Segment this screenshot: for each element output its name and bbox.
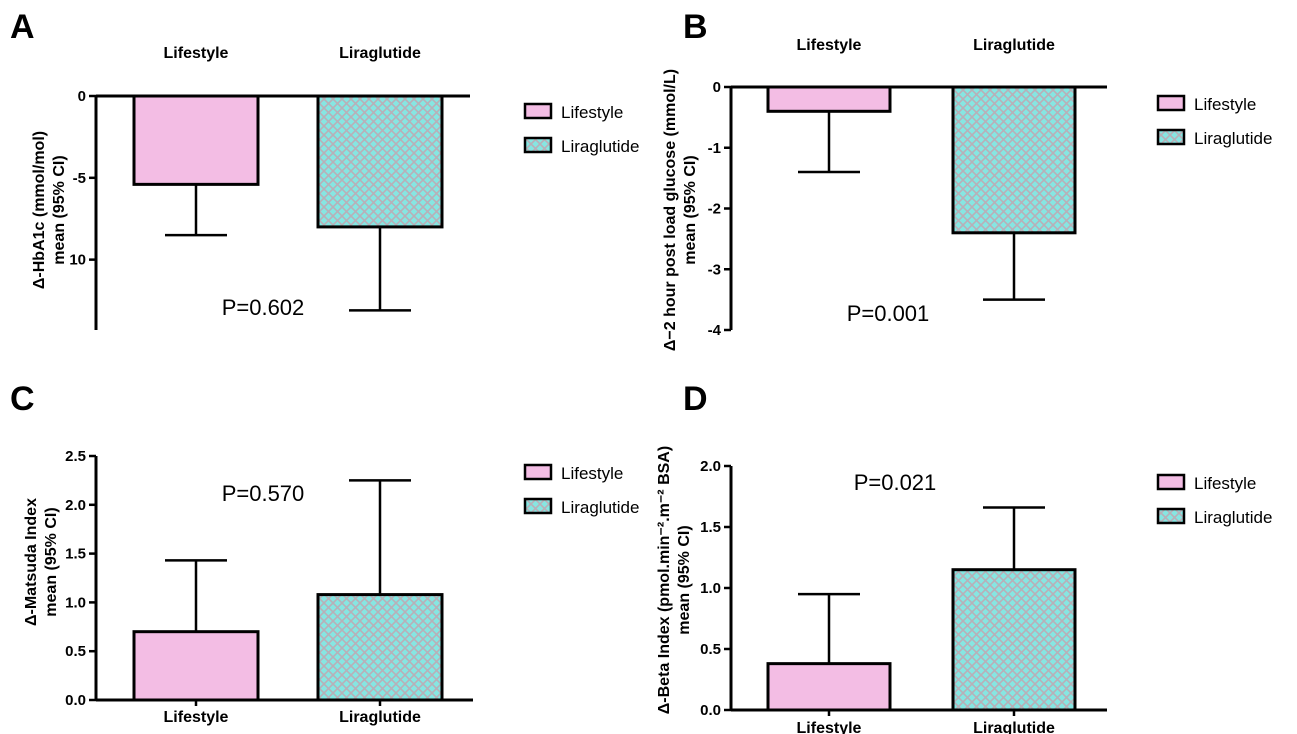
category-label: Lifestyle — [797, 720, 862, 734]
category-label: Liraglutide — [973, 720, 1055, 734]
panel-letter: B — [683, 8, 708, 46]
y-axis-label: Δ−2 hour post load glucose (mmol/L) mean … — [662, 69, 699, 351]
legend-swatch-lifestyle — [523, 102, 553, 120]
bar-lifestyle — [766, 85, 892, 113]
y-axis-label-line: Δ−2 hour post load glucose (mmol/L) — [662, 69, 679, 351]
bar-liraglutide — [316, 593, 444, 702]
y-tick-label: -3 — [708, 261, 721, 278]
legend: Lifestyle Liraglutide — [1156, 94, 1272, 148]
p-value: P=0.602 — [222, 295, 305, 320]
category-label: Liraglutide — [339, 709, 421, 726]
y-tick-label: 0.5 — [700, 641, 721, 658]
panel-c: C 0.0 0.5 1.0 1.5 2.0 2.5 Lifestyle Liraglutide P… — [10, 380, 639, 726]
panel-b: B 0 -1 -2 -3 -4 Lifestyle Liraglutide P=0.001 Δ−2… — [662, 8, 1272, 351]
y-tick-label: 0.0 — [700, 702, 721, 719]
y-tick-label: 1.5 — [65, 546, 86, 563]
bar-liraglutide — [951, 85, 1077, 235]
y-axis-label-line: mean (95% CI) — [682, 155, 699, 264]
legend-label: Liraglutide — [561, 137, 639, 156]
y-axis-label: Δ-Matsuda Index mean (95% CI) — [23, 498, 60, 626]
y-axis-label-line: Δ-Beta Index (pmol.min⁻².m⁻² BSA) — [656, 446, 673, 714]
legend-swatch-lifestyle — [1156, 473, 1186, 491]
y-tick-label: -2 — [708, 201, 721, 218]
category-label: Liraglutide — [973, 37, 1055, 54]
panel-d: D 0.0 0.5 1.0 1.5 2.0 Lifestyle Liraglutide P=0.… — [656, 380, 1272, 734]
panel-letter: A — [10, 8, 35, 46]
y-tick-label: -1 — [708, 140, 721, 157]
y-tick-label: -4 — [708, 322, 722, 339]
y-tick-label: 2.0 — [700, 458, 721, 475]
category-label: Liraglutide — [339, 45, 421, 62]
y-tick-label: 1.5 — [700, 519, 721, 536]
legend-swatch-liraglutide — [523, 136, 553, 154]
bar-liraglutide — [316, 94, 444, 229]
legend-label: Liraglutide — [561, 498, 639, 517]
panel-a: A 0 -5 10 Lifestyle Liraglutide P=0.602 Δ-HbA1c… — [10, 8, 639, 330]
legend-swatch-liraglutide — [1156, 128, 1186, 146]
legend-label: Liraglutide — [1194, 508, 1272, 527]
y-axis-label: Δ-HbA1c (mmol/mol) mean (95% CI) — [31, 131, 68, 289]
legend-label: Lifestyle — [561, 103, 623, 122]
y-tick-label: 0 — [713, 79, 721, 96]
y-axis-label-line: Δ-Matsuda Index — [23, 498, 40, 626]
legend-label: Lifestyle — [1194, 95, 1256, 114]
y-tick-label: 0.5 — [65, 643, 86, 660]
y-tick-label: -5 — [73, 170, 86, 187]
legend: Lifestyle Liraglutide — [523, 102, 639, 156]
category-label: Lifestyle — [164, 709, 229, 726]
legend-label: Liraglutide — [1194, 129, 1272, 148]
bar-lifestyle — [132, 94, 260, 186]
y-tick-label: 0 — [78, 88, 86, 105]
y-axis-label: Δ-Beta Index (pmol.min⁻².m⁻² BSA) mean (9… — [656, 446, 693, 714]
y-tick-label: 2.0 — [65, 497, 86, 514]
legend: Lifestyle Liraglutide — [523, 463, 639, 517]
y-tick-label: 1.0 — [700, 580, 721, 597]
y-tick-label: 0.0 — [65, 692, 86, 709]
y-axis-label-line: Δ-HbA1c (mmol/mol) — [31, 131, 48, 289]
bar-lifestyle — [766, 662, 892, 712]
y-axis-label-line: mean (95% CI) — [51, 155, 68, 264]
y-tick-label: 10 — [69, 252, 86, 269]
p-value: P=0.570 — [222, 481, 305, 506]
legend-swatch-lifestyle — [1156, 94, 1186, 112]
panel-letter: D — [683, 380, 708, 418]
y-axis-label-line: mean (95% CI) — [43, 507, 60, 616]
category-label: Lifestyle — [164, 45, 229, 62]
panel-letter: C — [10, 380, 35, 418]
legend-swatch-lifestyle — [523, 463, 553, 481]
legend-swatch-liraglutide — [523, 497, 553, 515]
p-value: P=0.001 — [847, 301, 930, 326]
legend-label: Lifestyle — [1194, 474, 1256, 493]
legend-label: Lifestyle — [561, 464, 623, 483]
y-axis-label-line: mean (95% CI) — [676, 525, 693, 634]
y-tick-label: 2.5 — [65, 448, 86, 465]
legend-swatch-liraglutide — [1156, 507, 1186, 525]
y-tick-label: 1.0 — [65, 594, 86, 611]
legend: Lifestyle Liraglutide — [1156, 473, 1272, 527]
bar-lifestyle — [132, 630, 260, 702]
p-value: P=0.021 — [854, 470, 937, 495]
category-label: Lifestyle — [797, 37, 862, 54]
bar-liraglutide — [951, 568, 1077, 712]
